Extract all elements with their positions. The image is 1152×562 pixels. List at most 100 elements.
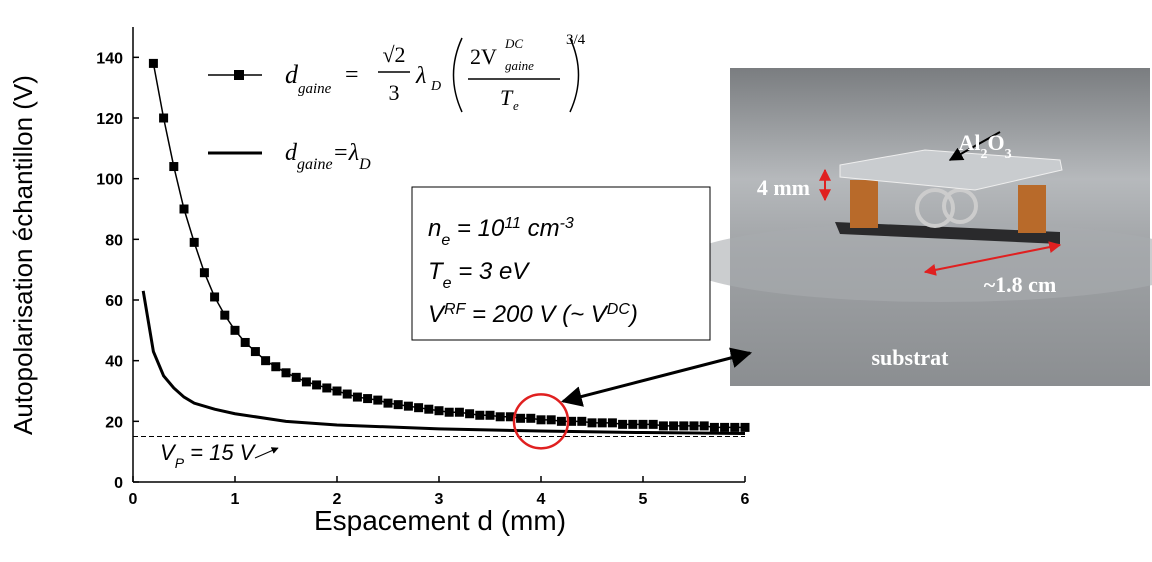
data-point [291,372,301,382]
text-part: O [987,130,1004,155]
text-part: -3 [560,215,574,232]
legend-text: 2V [470,44,497,69]
photo: 4 mm ~1.8 cm substrat Al2O3 [680,68,1152,386]
data-point [230,325,240,335]
text-part: =λ [333,140,360,166]
text-part: 2 [980,147,987,162]
data-point [505,412,515,422]
ring [942,188,978,224]
text-part: P [175,455,185,471]
x-tick-label: 1 [231,491,240,508]
data-point [281,368,291,378]
text-part: V [160,440,177,465]
text-part: V [428,301,446,328]
legend-text: DC [504,36,523,51]
y-tick-label: 120 [96,111,123,128]
legend-text: gaine [298,81,332,97]
y-tick-label: 140 [96,50,123,67]
x-tick-label: 2 [333,491,342,508]
coil [850,180,878,228]
data-point [709,422,719,432]
top-plate [839,149,1063,191]
x-tick-label: 3 [435,491,444,508]
data-point [740,422,750,432]
legend-text: d [285,60,299,89]
legend-text: √2 [382,42,405,67]
y-tick-label: 40 [105,354,123,371]
data-point [526,413,536,423]
data-point [189,237,199,247]
link-arrow [560,347,753,407]
data-point [465,409,475,419]
parenthesis [569,37,580,113]
data-point [669,421,679,431]
legend-text: = [345,62,359,88]
text-part: D [358,156,371,173]
height-label: 4 mm [757,175,810,200]
text-part: DC [607,301,631,318]
parenthesis [452,37,463,113]
x-tick-label: 0 [129,491,138,508]
text-part: = 15 V [184,440,257,465]
material-label: Al2O3 [958,130,1011,162]
data-point [403,401,413,411]
text-part: T [428,258,445,285]
legend-marker [234,70,244,80]
data-point [699,421,709,431]
data-point [628,419,638,429]
data-point [567,416,577,426]
x-tick-label: 5 [639,491,648,508]
legend: d gaine = √2 3 λ D 2V DC gaine T e 3/4 [208,32,586,155]
series-line [141,290,746,435]
data-point [261,356,271,366]
data-point [679,421,689,431]
text-part: ) [627,301,638,328]
legend-text: dgaine=λD [285,140,371,173]
x-axis-label: Espacement d (mm) [314,505,566,536]
data-point [444,407,454,417]
legend-text: gaine [505,58,534,73]
data-point [169,162,179,172]
parameter-line: Te = 3 eV [428,258,530,292]
data-point [556,416,566,426]
x-tick-label: 4 [537,491,546,508]
data-point [373,395,383,405]
legend-text: 3/4 [566,32,586,48]
y-axis-label: Autopolarisation échantillon (V) [8,75,38,435]
text-part: = 200 V (~ V [465,301,608,328]
data-point [720,422,730,432]
data-point [485,410,495,420]
parameter-line: VRF = 200 V (~ VDC) [428,301,638,329]
text-part: cm [521,215,560,242]
data-point [352,392,362,402]
data-point [342,389,352,399]
text-part: RF [444,301,467,318]
data-point [159,113,169,123]
text-part: d [285,140,298,166]
text-part: = 3 eV [452,258,531,285]
y-tick-label: 100 [96,172,123,189]
data-point [210,292,220,302]
data-point [199,268,209,278]
parameter-line: ne = 1011 cm-3 [428,215,574,249]
data-point [516,413,526,423]
y-tick-label: 20 [105,414,123,431]
width-arrow [923,241,1062,276]
data-point [638,419,648,429]
data-point [607,418,617,428]
data-point [322,383,332,393]
text-part: = 10 [450,215,505,242]
coil [1018,185,1046,233]
text-part: 11 [504,215,521,232]
data-point [250,347,260,357]
data-point [179,204,189,214]
legend-text: λ [415,63,426,89]
y-tick-label: 80 [105,232,123,249]
data-point [220,310,230,320]
data-point [383,398,393,408]
ring [915,188,955,228]
text-part: e [441,232,450,249]
data-point [271,362,281,372]
width-label: ~1.8 cm [984,272,1057,297]
parameter-box [411,186,711,341]
